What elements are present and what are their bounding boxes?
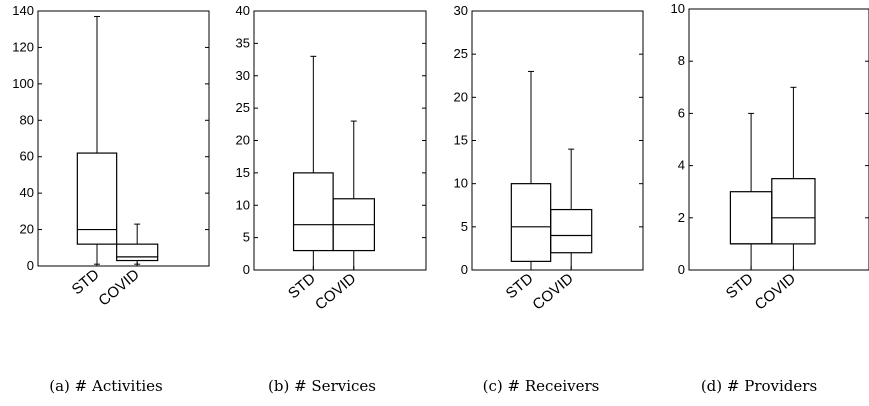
y-tick-label: 0 bbox=[243, 262, 250, 277]
y-tick-label: 25 bbox=[236, 100, 250, 115]
iqr-box bbox=[729, 191, 773, 245]
plot-frame bbox=[688, 8, 869, 271]
plot-frame bbox=[37, 10, 210, 267]
y-tick-label: 0 bbox=[678, 262, 685, 277]
box-covid: COVID bbox=[312, 120, 375, 314]
y-tick-label: 120 bbox=[12, 39, 34, 54]
plot-frame bbox=[471, 10, 644, 271]
panel-caption: (d) # Providers bbox=[701, 377, 817, 395]
box-std: STD bbox=[723, 112, 773, 302]
box-std: STD bbox=[285, 55, 334, 302]
y-tick-label: 35 bbox=[236, 35, 250, 50]
y-tick-label: 8 bbox=[678, 53, 685, 68]
iqr-box bbox=[771, 178, 816, 245]
y-tick-label: 30 bbox=[236, 68, 250, 83]
y-tick-label: 15 bbox=[454, 133, 468, 148]
y-tick-label: 5 bbox=[243, 230, 250, 245]
y-tick-label: 10 bbox=[236, 197, 250, 212]
y-tick-label: 4 bbox=[678, 158, 685, 173]
y-tick-label: 5 bbox=[461, 219, 468, 234]
y-tick-label: 30 bbox=[454, 3, 468, 18]
category-label: COVID bbox=[95, 266, 142, 310]
category-label: STD bbox=[723, 270, 757, 302]
iqr-box bbox=[550, 208, 593, 254]
panel-caption: (b) # Services bbox=[268, 377, 376, 395]
y-tick-label: 15 bbox=[236, 165, 250, 180]
y-tick-label: 100 bbox=[12, 76, 34, 91]
category-label: COVID bbox=[312, 270, 359, 314]
y-tick-label: 10 bbox=[671, 1, 685, 16]
y-tick-label: 10 bbox=[454, 176, 468, 191]
iqr-box bbox=[76, 152, 118, 245]
y-tick-label: 2 bbox=[678, 210, 685, 225]
category-label: STD bbox=[285, 270, 319, 302]
y-tick-label: 20 bbox=[236, 133, 250, 148]
box-covid: COVID bbox=[752, 86, 816, 314]
y-tick-label: 40 bbox=[236, 3, 250, 18]
category-label: COVID bbox=[529, 270, 576, 314]
iqr-box bbox=[116, 243, 159, 262]
plot-frame bbox=[253, 10, 427, 271]
y-tick-label: 40 bbox=[20, 185, 34, 200]
box-std: STD bbox=[69, 15, 118, 298]
y-tick-label: 25 bbox=[454, 46, 468, 61]
iqr-box bbox=[292, 172, 334, 252]
category-label: COVID bbox=[752, 270, 799, 314]
y-tick-label: 140 bbox=[12, 3, 34, 18]
box-covid: COVID bbox=[95, 223, 159, 310]
y-tick-label: 0 bbox=[27, 258, 34, 273]
y-tick-label: 60 bbox=[20, 149, 34, 164]
y-tick-label: 20 bbox=[454, 89, 468, 104]
panel-caption: (a) # Activities bbox=[49, 377, 162, 395]
panel-caption: (c) # Receivers bbox=[483, 377, 600, 395]
iqr-box bbox=[510, 183, 552, 262]
y-tick-label: 6 bbox=[678, 105, 685, 120]
box-covid: COVID bbox=[529, 148, 593, 314]
y-tick-label: 20 bbox=[20, 222, 34, 237]
box-std: STD bbox=[503, 70, 552, 302]
y-tick-label: 80 bbox=[20, 112, 34, 127]
y-tick-label: 0 bbox=[461, 262, 468, 277]
